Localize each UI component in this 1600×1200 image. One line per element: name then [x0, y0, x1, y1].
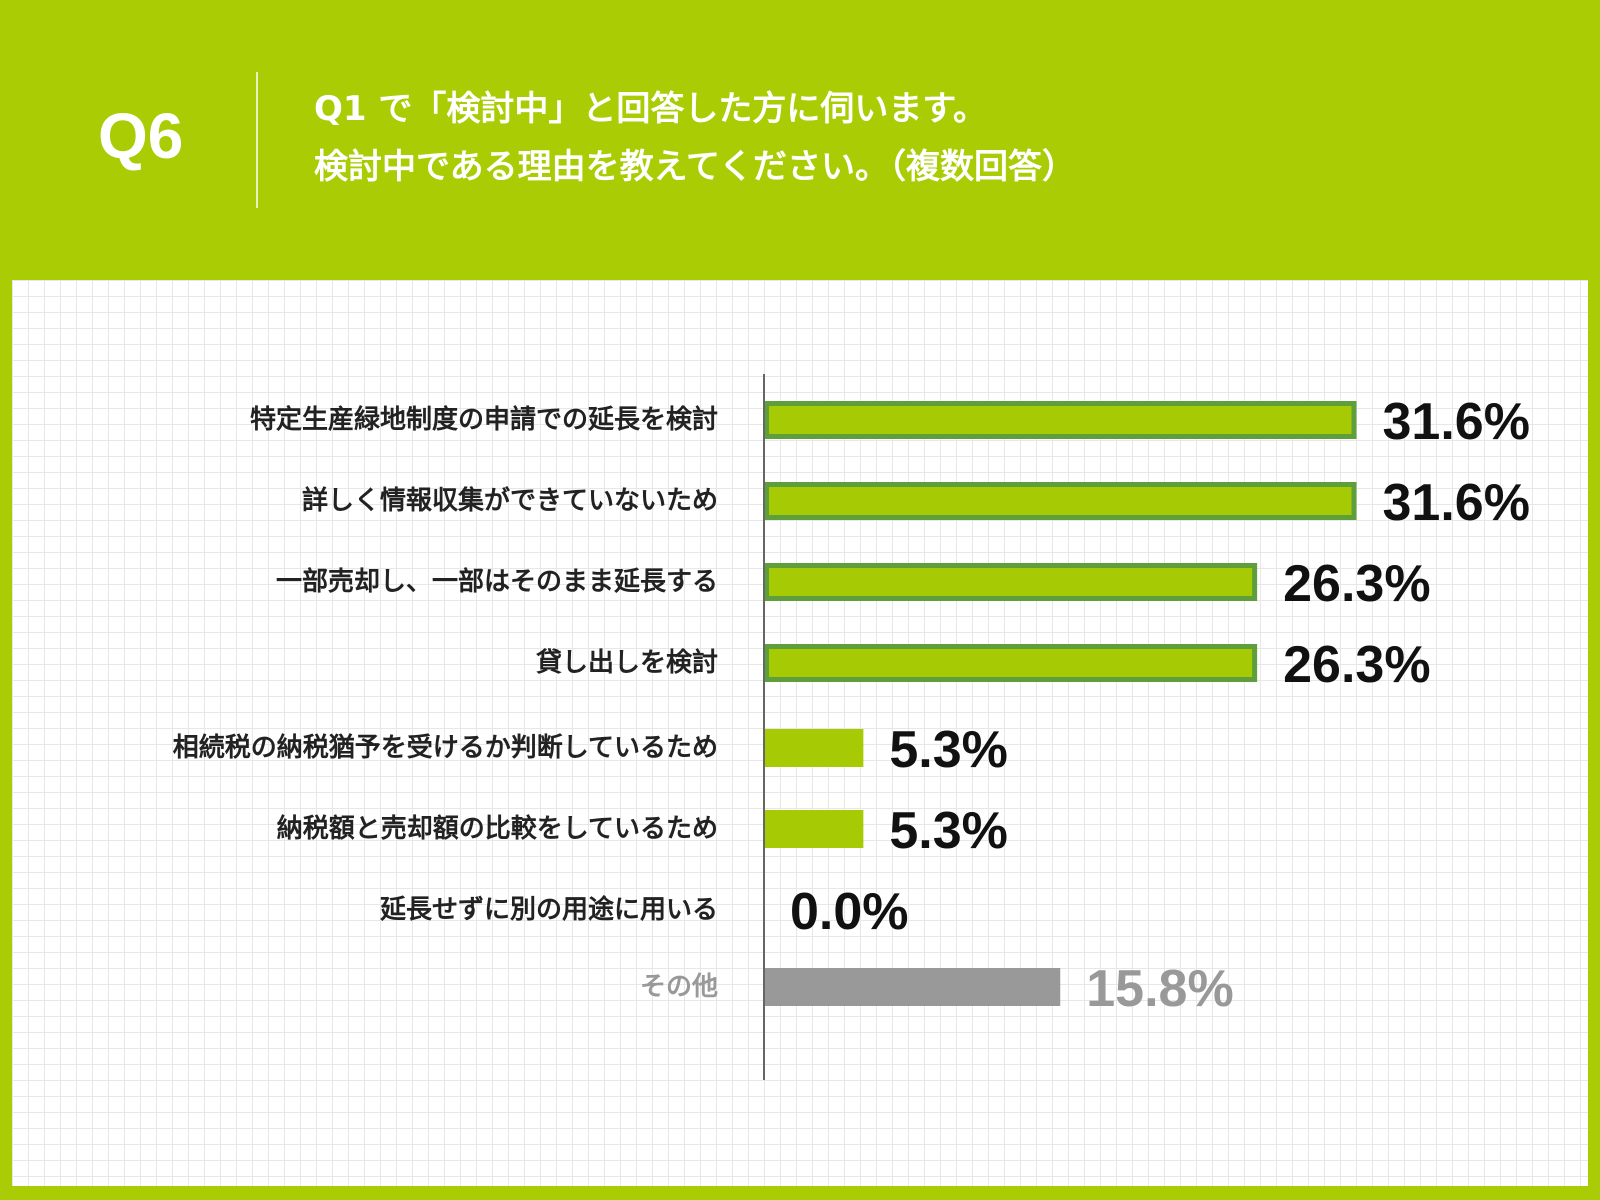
value-label: 15.8% [1086, 960, 1233, 1018]
bar [764, 968, 1061, 1006]
bar [764, 563, 1258, 601]
value-label: 5.3% [889, 721, 1008, 779]
category-label: その他 [640, 972, 718, 1002]
value-label: 31.6% [1383, 474, 1530, 532]
value-label: 26.3% [1283, 555, 1430, 613]
chart-panel: 特定生産緑地制度の申請での延長を検討 31.6% 詳しく情報収集ができていないため 3… [12, 280, 1588, 1186]
value-label: 31.6% [1383, 393, 1530, 451]
bar-chart: 特定生産緑地制度の申請での延長を検討 31.6% 詳しく情報収集ができていないため 3… [173, 374, 1530, 1080]
bar [764, 810, 864, 848]
header-divider [256, 72, 258, 208]
category-label: 相続税の納税猶予を受けるか判断しているため [173, 732, 718, 763]
question-number: Q6 [98, 100, 184, 172]
question-line-2: 検討中である理由を教えてください。（複数回答） [314, 147, 1076, 187]
question-header: Q6 Q1 で「検討中」と回答した方に伺います。 検討中である理由を教えてくださ… [0, 0, 1600, 280]
question-line-1: Q1 で「検討中」と回答した方に伺います。 [314, 89, 987, 129]
category-label: 貸し出しを検討 [535, 647, 718, 678]
value-label: 26.3% [1283, 636, 1430, 694]
category-label: 特定生産緑地制度の申請での延長を検討 [250, 404, 718, 435]
value-label: 0.0% [790, 883, 909, 941]
bar [764, 401, 1357, 439]
category-label: 納税額と売却額の比較をしているため [277, 813, 718, 844]
category-label: 延長せずに別の用途に用いる [379, 894, 718, 925]
bar [764, 729, 864, 767]
question-text: Q1 で「検討中」と回答した方に伺います。 検討中である理由を教えてください。（… [314, 80, 1554, 196]
bar [764, 644, 1258, 682]
value-label: 5.3% [889, 802, 1008, 860]
category-label: 詳しく情報収集ができていないため [302, 485, 718, 516]
bar [764, 482, 1357, 520]
category-label: 一部売却し、一部はそのまま延長する [276, 567, 718, 597]
